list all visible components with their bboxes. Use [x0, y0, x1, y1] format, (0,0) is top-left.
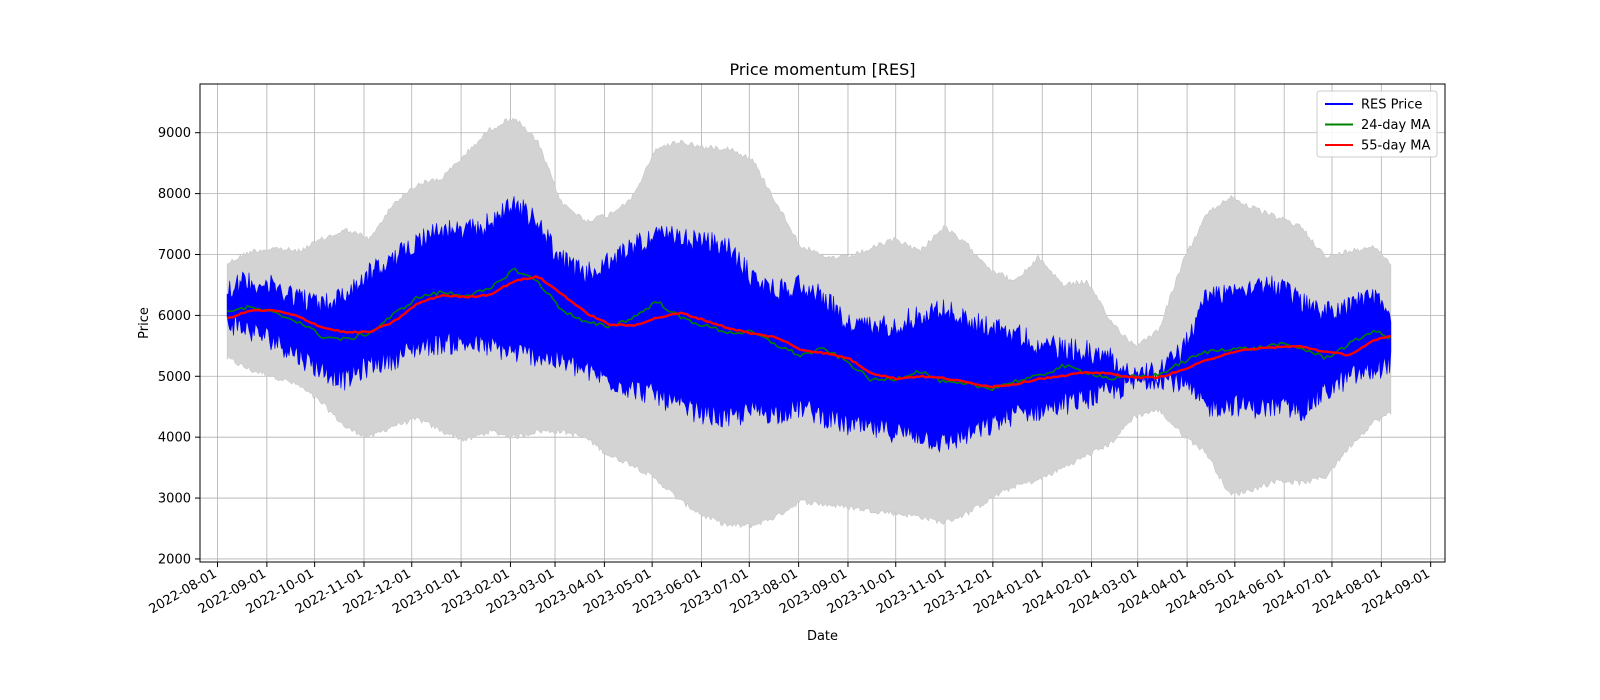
- legend-box: [1316, 90, 1438, 158]
- series-res-price-range: [226, 196, 1392, 453]
- band-layer: [226, 117, 1392, 529]
- y-tick-label: 5000: [158, 370, 191, 385]
- y-tick-label: 7000: [158, 248, 191, 263]
- legend-label-res-price: RES Price: [1361, 98, 1422, 113]
- y-tick-label: 2000: [158, 552, 191, 567]
- series-24-day-ma-line: [227, 267, 1392, 392]
- y-tick-label: 9000: [158, 126, 191, 141]
- line-layer: [226, 267, 1392, 392]
- y-tick-label: 8000: [158, 187, 191, 202]
- legend-label-24-day-ma: 24-day MA: [1361, 118, 1430, 133]
- x-axis-title: Date: [807, 629, 838, 644]
- y-tick-label: 6000: [158, 309, 191, 324]
- plot-frame: [199, 83, 1446, 563]
- legend: RES Price 24-day MA 55-day MA: [1316, 90, 1438, 158]
- y-tick-label: 3000: [158, 492, 191, 507]
- y-tick-label: 4000: [158, 431, 191, 446]
- y-axis-title: Price: [137, 307, 152, 339]
- legend-label-55-day-ma: 55-day MA: [1361, 139, 1430, 154]
- series-55-day-ma-line: [226, 275, 1391, 389]
- chart-title: Price momentum [RES]: [729, 60, 915, 79]
